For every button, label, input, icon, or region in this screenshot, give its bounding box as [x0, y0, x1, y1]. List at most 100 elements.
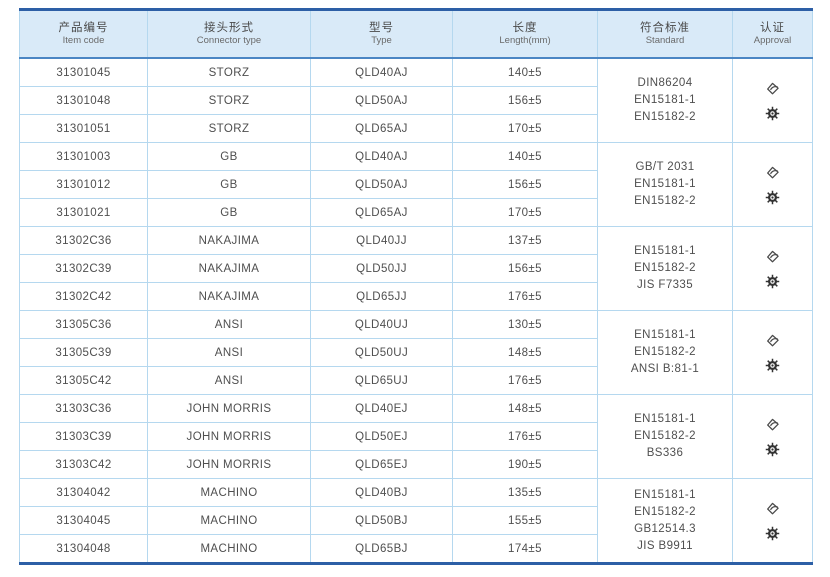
standard-line: EN15181-1 [634, 413, 696, 425]
wheel-mark-icon [765, 190, 780, 205]
length-cell: 130±5 [452, 310, 598, 339]
standard-line: DIN86204 [637, 77, 693, 89]
item-code-cell: 31301021 [19, 198, 148, 227]
table-row: 31303C39 JOHN MORRIS QLD50EJ 176±5 [19, 422, 813, 451]
item-code-cell: 31302C36 [19, 226, 148, 255]
table-row: 31303C36 JOHN MORRIS QLD40EJ 148±5 EN15181-1… [19, 394, 813, 479]
approval-icons [733, 165, 812, 205]
standard-line: GB12514.3 [634, 522, 696, 535]
item-code-cell: 31305C42 [19, 366, 148, 395]
approval-cell [732, 394, 813, 479]
type-cell: QLD50AJ [310, 170, 453, 199]
table-row: 31301045 STORZ QLD40AJ 140±5 DIN86204 EN15181… [19, 58, 813, 143]
type-cell: QLD65AJ [310, 114, 453, 143]
connector-type-cell: NAKAJIMA [147, 282, 311, 311]
col-header-length: 长度 Length(mm) [452, 9, 598, 59]
length-cell: 156±5 [452, 86, 598, 115]
approval-cell [732, 142, 813, 227]
standard-line: EN15181-1 [634, 245, 696, 257]
standard-line: EN15181-1 [634, 488, 696, 501]
length-cell: 140±5 [452, 142, 598, 171]
header-row: 产品编号 Item code 接头形式 Connector type 型号 Type … [19, 9, 813, 59]
standard-line: EN15182-2 [634, 111, 696, 123]
approval-icons [733, 417, 812, 457]
type-cell: QLD40JJ [310, 226, 453, 255]
standard-cell: EN15181-1 EN15182-2 GB12514.3 JIS B9911 [597, 478, 733, 564]
connector-type-cell: MACHINO [147, 534, 311, 564]
table-row: 31302C39 NAKAJIMA QLD50JJ 156±5 [19, 254, 813, 283]
wheel-mark-icon [765, 358, 780, 373]
table-row: 31305C42 ANSI QLD65UJ 176±5 [19, 366, 813, 395]
connector-type-cell: STORZ [147, 114, 311, 143]
length-cell: 155±5 [452, 506, 598, 535]
connector-type-cell: JOHN MORRIS [147, 450, 311, 479]
standard-line: EN15182-2 [634, 195, 696, 207]
table-row: 31301048 STORZ QLD50AJ 156±5 [19, 86, 813, 115]
certificate-icon [764, 333, 781, 349]
item-code-cell: 31301048 [19, 86, 148, 115]
connector-type-cell: ANSI [147, 366, 311, 395]
type-cell: QLD40AJ [310, 142, 453, 171]
item-code-cell: 31302C39 [19, 254, 148, 283]
standard-line: ANSI B:81-1 [630, 363, 700, 375]
standard-line: EN15182-2 [634, 346, 696, 358]
connector-type-cell: ANSI [147, 338, 311, 367]
item-code-cell: 31301003 [19, 142, 148, 171]
col-header-type: 型号 Type [310, 9, 453, 59]
standard-cell: EN15181-1 EN15182-2 ANSI B:81-1 [597, 310, 733, 395]
connector-type-cell: STORZ [147, 58, 311, 87]
length-cell: 176±5 [452, 422, 598, 451]
table-row: 31301012 GB QLD50AJ 156±5 [19, 170, 813, 199]
standard-line: BS336 [646, 447, 684, 459]
length-cell: 190±5 [452, 450, 598, 479]
approval-icons [733, 81, 812, 121]
table-row: 31304048 MACHINO QLD65BJ 174±5 [19, 534, 813, 564]
type-cell: QLD50EJ [310, 422, 453, 451]
length-cell: 156±5 [452, 254, 598, 283]
table-row: 31301051 STORZ QLD65AJ 170±5 [19, 114, 813, 143]
length-cell: 148±5 [452, 338, 598, 367]
item-code-cell: 31303C39 [19, 422, 148, 451]
connector-type-cell: GB [147, 170, 311, 199]
item-code-cell: 31301051 [19, 114, 148, 143]
standard-line: EN15181-1 [634, 329, 696, 341]
item-code-cell: 31304045 [19, 506, 148, 535]
wheel-mark-icon [765, 274, 780, 289]
table-row: 31302C42 NAKAJIMA QLD65JJ 176±5 [19, 282, 813, 311]
length-cell: 176±5 [452, 282, 598, 311]
table-row: 31301003 GB QLD40AJ 140±5 GB/T 2031 EN15181-1… [19, 142, 813, 227]
standard-line: EN15181-1 [634, 94, 696, 106]
table-row: 31302C36 NAKAJIMA QLD40JJ 137±5 EN15181-1 EN1… [19, 226, 813, 311]
standard-line: EN15182-2 [634, 430, 696, 442]
length-cell: 170±5 [452, 198, 598, 227]
type-cell: QLD65BJ [310, 534, 453, 564]
length-cell: 174±5 [452, 534, 598, 564]
type-cell: QLD40BJ [310, 478, 453, 507]
product-table-container: 产品编号 Item code 接头形式 Connector type 型号 Type … [19, 8, 813, 565]
standard-line: EN15181-1 [634, 178, 696, 190]
table-row: 31305C36 ANSI QLD40UJ 130±5 EN15181-1 EN15182… [19, 310, 813, 395]
table-row: 31301021 GB QLD65AJ 170±5 [19, 198, 813, 227]
type-cell: QLD65UJ [310, 366, 453, 395]
connector-type-cell: STORZ [147, 86, 311, 115]
type-cell: QLD40UJ [310, 310, 453, 339]
connector-type-cell: JOHN MORRIS [147, 422, 311, 451]
length-cell: 135±5 [452, 478, 598, 507]
connector-type-cell: JOHN MORRIS [147, 394, 311, 423]
col-header-connector-type: 接头形式 Connector type [147, 9, 311, 59]
standard-line: JIS F7335 [636, 279, 694, 291]
type-cell: QLD40AJ [310, 58, 453, 87]
type-cell: QLD65EJ [310, 450, 453, 479]
length-cell: 140±5 [452, 58, 598, 87]
item-code-cell: 31301045 [19, 58, 148, 87]
certificate-icon [764, 165, 781, 181]
item-code-cell: 31304048 [19, 534, 148, 564]
col-header-item-code: 产品编号 Item code [19, 9, 148, 59]
approval-cell [732, 478, 813, 564]
item-code-cell: 31301012 [19, 170, 148, 199]
connector-type-cell: NAKAJIMA [147, 226, 311, 255]
connector-type-cell: NAKAJIMA [147, 254, 311, 283]
connector-type-cell: ANSI [147, 310, 311, 339]
item-code-cell: 31303C42 [19, 450, 148, 479]
type-cell: QLD65JJ [310, 282, 453, 311]
